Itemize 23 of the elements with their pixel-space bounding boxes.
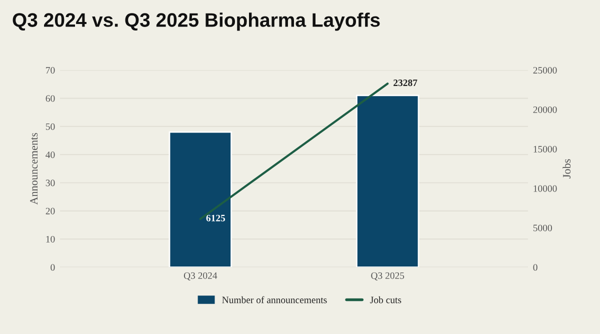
data-label: 23287 [394,80,418,86]
y2-tick-label: 25000 [533,67,557,74]
y-tick-label: 10 [46,236,55,243]
y2-tick-label: 10000 [534,185,557,192]
y-tick-label: 40 [46,152,55,158]
legend-label: Job cuts [370,296,402,304]
y2-tick-label: 5000 [533,224,552,232]
x-tick-label: Q3 2025 [371,272,404,280]
y-tick-label: 20 [46,208,55,214]
y2-axis-title: Jobs [562,159,571,178]
y2-tick-label: 15000 [534,146,557,152]
y2-tick-label: 20000 [533,106,557,114]
legend-label: Number of announcements [222,296,327,304]
data-label: 6125 [206,214,226,222]
x-tick-label: Q3 2024 [184,272,218,280]
y-tick-label: 60 [46,95,55,102]
y-tick-label: 50 [46,123,55,130]
y-tick-label: 70 [46,67,55,74]
y-axis-title: Announcements [30,132,38,205]
y2-tick-label: 0 [533,264,538,271]
y-tick-label: 30 [46,180,55,186]
y-tick-label: 0 [50,264,55,271]
chart-title: Q3 2024 vs. Q3 2025 Biopharma Layoffs [12,12,380,31]
